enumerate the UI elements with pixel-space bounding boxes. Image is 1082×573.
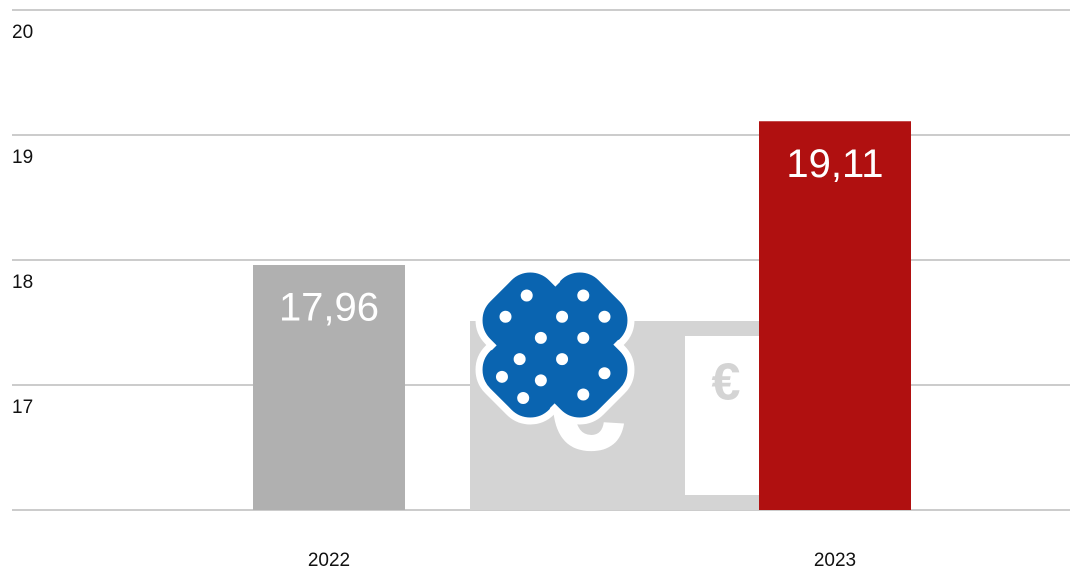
y-tick-label: 17 [12,397,33,418]
y-tick-label: 19 [12,147,33,168]
value-label: 17,96 [279,286,379,330]
illustration: € € [442,232,785,510]
x-tick-label: 2022 [308,550,350,571]
chart: € € 17 18 19 20 17,96 2022 19,11 2023 [0,0,1082,573]
y-tick-label: 18 [12,272,33,293]
value-label: 19,11 [786,142,883,186]
page: {"chart_data": {"type": "bar", "categori… [0,0,1082,573]
euro-symbol: € [712,354,741,412]
y-tick-label: 20 [12,22,33,43]
x-tick-label: 2023 [814,550,856,571]
